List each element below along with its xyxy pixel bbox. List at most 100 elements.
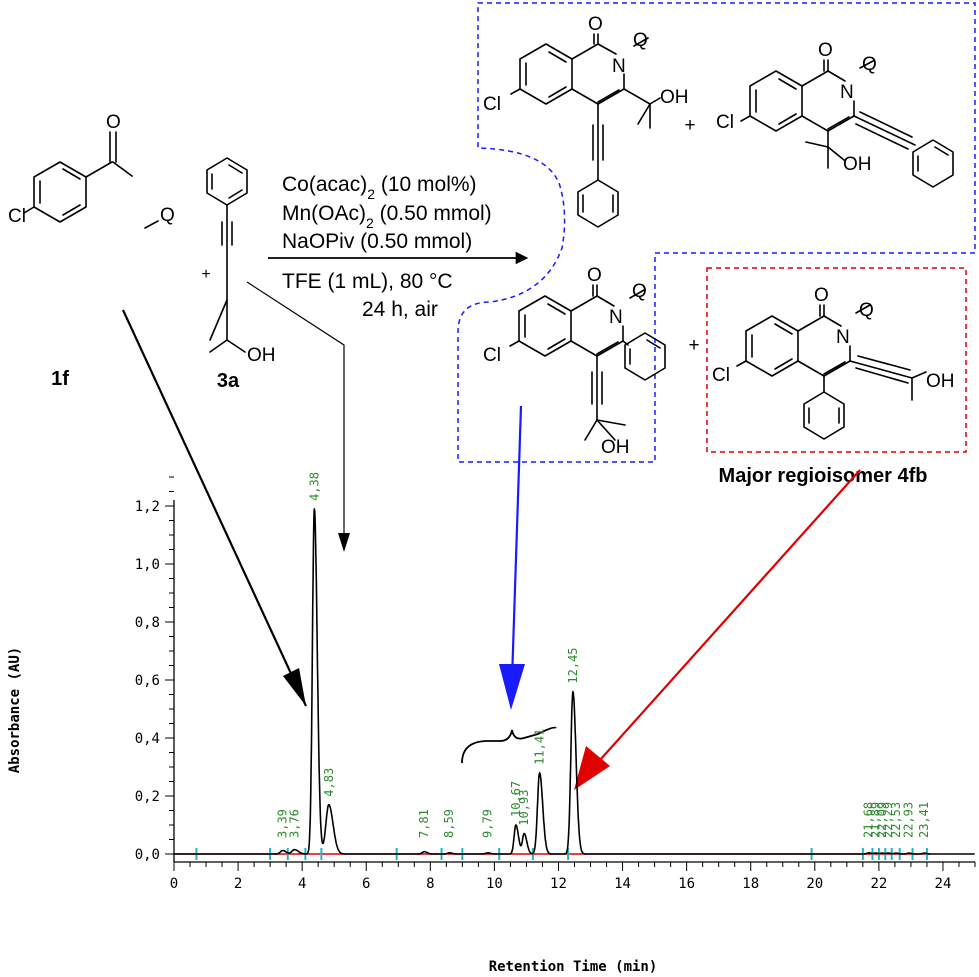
peak-label: 4,38 — [307, 472, 321, 501]
arrow-3a — [246, 281, 345, 548]
atom-q: Q — [632, 281, 647, 302]
product-a-structure: O N Q Cl OH — [483, 14, 689, 228]
atom-oh: OH — [843, 154, 872, 175]
atom-oh: OH — [601, 437, 630, 458]
atom-cl: Cl — [712, 365, 730, 386]
atom-cl: Cl — [483, 94, 501, 115]
peak-label: 10,67 — [509, 781, 523, 817]
atom-q: Q — [633, 30, 648, 51]
x-ticks: 0 2 4 6 8 10 12 14 16 18 20 22 24 — [170, 862, 976, 892]
atom-o: O — [588, 14, 603, 35]
x-tick-label: 4 — [298, 876, 306, 892]
arrow-minor — [510, 405, 523, 681]
condition-5: 24 h, air — [362, 298, 438, 321]
x-tick-label: 6 — [362, 876, 370, 892]
y-tick-label: 0,0 — [135, 847, 160, 863]
product-c-structure: O N Q Cl OH — [483, 265, 666, 458]
atom-cl: Cl — [716, 112, 734, 133]
label-1f: 1f — [51, 368, 69, 390]
atom-n: N — [836, 327, 850, 348]
y-axis-title: Absorbance (AU) — [7, 647, 23, 773]
x-tick-label: 0 — [170, 876, 178, 892]
blue-dashed-box — [457, 2, 976, 463]
plus-sign-1: + — [201, 266, 210, 283]
isomer-brace — [461, 726, 557, 764]
atom-q: Q — [859, 300, 874, 321]
atom-n: N — [840, 82, 854, 103]
peak-label: 23,41 — [917, 802, 931, 838]
condition-1: Co(acac)2 (10 mol%) — [282, 173, 477, 202]
reaction-conditions: Co(acac)2 (10 mol%) Mn(OAc)2 (0.50 mmol)… — [268, 173, 529, 321]
y-tick-label: 0,4 — [135, 731, 160, 747]
peak-label: 22,53 — [889, 802, 903, 838]
y-ticks: 0,0 0,2 0,4 0,6 0,8 1,0 1,2 — [135, 476, 174, 863]
x-axis-title: Retention Time (min) — [489, 959, 658, 975]
atom-oh: OH — [926, 371, 955, 392]
x-tick-label: 8 — [426, 876, 434, 892]
peak-label: 8,59 — [442, 809, 456, 838]
label-3a: 3a — [217, 370, 240, 392]
substrate-1f-structure: Cl O N H Q — [8, 112, 175, 229]
y-tick-label: 0,6 — [135, 673, 160, 689]
peak-label: 22,29 — [881, 802, 895, 838]
x-tick-label: 12 — [550, 876, 567, 892]
x-tick-label: 20 — [806, 876, 823, 892]
arrow-1f — [122, 309, 307, 707]
x-tick-label: 18 — [742, 876, 759, 892]
peak-label: 21,68 — [862, 802, 876, 838]
y-tick-label: 0,8 — [135, 615, 160, 631]
peak-label: 22,93 — [902, 802, 916, 838]
atom-o: O — [587, 265, 602, 286]
peak-label: 3,39 — [276, 809, 290, 838]
arrowhead-minor — [499, 664, 525, 710]
arrowhead-major — [574, 746, 610, 790]
atom-n: N — [612, 56, 626, 77]
atom-cl: Cl — [483, 345, 501, 366]
peak-label: 11,41 — [533, 729, 547, 765]
atom-o: O — [106, 112, 121, 133]
condition-2: Mn(OAc)2 (0.50 mmol) — [282, 202, 492, 231]
arrow-major — [599, 469, 861, 761]
alkyne-3a-structure: OH — [206, 157, 276, 366]
x-tick-label: 16 — [678, 876, 695, 892]
atom-cl: Cl — [8, 206, 26, 227]
atom-n: N — [609, 307, 623, 328]
peak-label: 4,83 — [322, 768, 336, 797]
x-tick-label: 10 — [486, 876, 503, 892]
atom-q: Q — [862, 54, 877, 75]
chromatogram-trace — [173, 508, 976, 855]
major-regioisomer-label: Major regioisomer 4fb — [719, 465, 928, 487]
peak-label: 21,89 — [868, 802, 882, 838]
peak-label: 9,79 — [481, 809, 495, 838]
peak-label: 10,93 — [517, 790, 531, 826]
peak-label: 12,45 — [566, 647, 580, 683]
plus-sign-2: + — [684, 115, 695, 136]
y-tick-label: 1,2 — [135, 499, 160, 515]
atom-oh: OH — [660, 87, 689, 108]
y-tick-label: 1,0 — [135, 557, 160, 573]
x-tick-label: 22 — [870, 876, 887, 892]
atom-q: Q — [160, 205, 175, 226]
peak-label: 3,76 — [287, 809, 301, 838]
x-tick-label: 14 — [614, 876, 631, 892]
condition-4: TFE (1 mL), 80 °C — [282, 270, 453, 293]
y-tick-label: 0,2 — [135, 789, 160, 805]
atom-o: O — [814, 285, 829, 306]
peak-label: 22,09 — [875, 802, 889, 838]
peak-label: 7,81 — [417, 809, 431, 838]
reaction-scheme: Cl O N H Q 1f + OH 3a Co(aca — [8, 2, 976, 790]
arrowhead-3a — [338, 533, 350, 552]
plus-sign-3: + — [688, 335, 699, 356]
atom-o: O — [818, 40, 833, 61]
red-dashed-box — [706, 267, 967, 453]
atom-oh-3a: OH — [247, 345, 276, 366]
product-d-major-structure: O N Q Cl OH — [712, 285, 955, 440]
x-tick-label: 24 — [935, 876, 952, 892]
product-b-structure: O N Q Cl OH — [716, 40, 954, 188]
condition-3: NaOPiv (0.50 mmol) — [282, 230, 472, 253]
arrowhead-1f — [283, 668, 306, 706]
x-tick-label: 2 — [234, 876, 242, 892]
